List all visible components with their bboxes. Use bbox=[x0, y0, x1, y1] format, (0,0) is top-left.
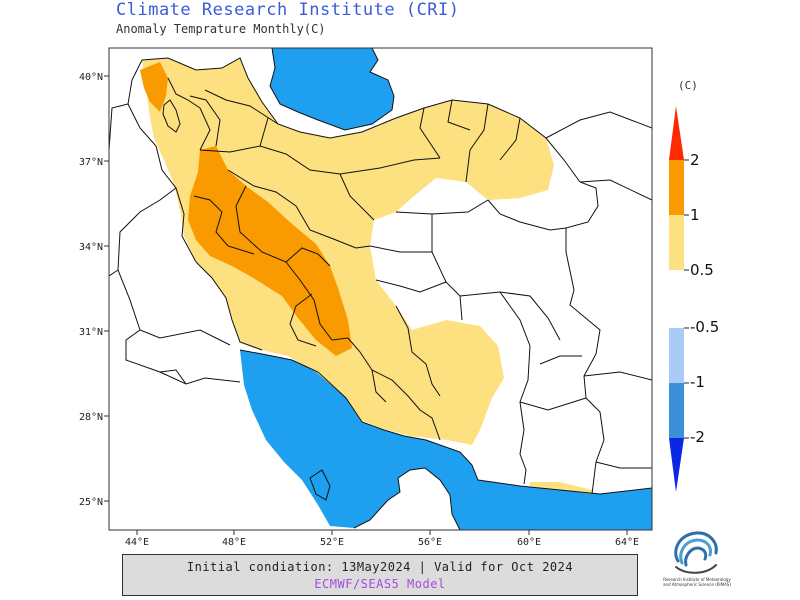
logo-caption: Research Institute of Meteorology and At… bbox=[663, 577, 731, 587]
legend-label-m05: -0.5 bbox=[690, 318, 720, 336]
lat-labels: 40°N 37°N 34°N 31°N 28°N 25°N bbox=[79, 72, 103, 508]
legend-label-2: 2 bbox=[690, 151, 700, 169]
anomaly-zone-1-2-nw bbox=[140, 62, 168, 112]
lon-label-48: 48°E bbox=[222, 537, 246, 548]
coastlines bbox=[162, 48, 652, 530]
lon-label-52: 52°E bbox=[320, 537, 344, 548]
legend-swatch-m1-m2 bbox=[669, 383, 684, 438]
legend-warm bbox=[669, 106, 689, 271]
map-subtitle: Anomaly Temprature Monthly(C) bbox=[116, 22, 326, 36]
lat-label-34: 34°N bbox=[79, 242, 103, 253]
anomaly-zone-05-1-se bbox=[530, 482, 592, 494]
persian-gulf bbox=[240, 350, 652, 530]
lat-ticks bbox=[104, 75, 109, 502]
lat-label-31: 31°N bbox=[79, 327, 103, 338]
model-text: ECMWF/SEAS5 Model bbox=[314, 577, 446, 591]
legend-unit: (C) bbox=[678, 79, 698, 92]
legend-cold bbox=[669, 327, 689, 492]
legend-label-m2: -2 bbox=[690, 428, 705, 446]
lon-label-56: 56°E bbox=[418, 537, 442, 548]
legend-label-05: 0.5 bbox=[690, 261, 714, 279]
legend-swatch-above-2 bbox=[669, 106, 684, 160]
caspian-sea bbox=[270, 48, 394, 130]
map-title: Climate Research Institute (CRI) bbox=[116, 0, 460, 20]
legend-label-1: 1 bbox=[690, 206, 700, 224]
lon-ticks bbox=[136, 530, 628, 535]
map-frame bbox=[108, 47, 653, 531]
lat-label-40: 40°N bbox=[79, 72, 103, 83]
lon-labels: 44°E 48°E 52°E 56°E 60°E 64°E bbox=[125, 537, 639, 548]
anomaly-zone-05-1 bbox=[142, 58, 554, 445]
lon-label-44: 44°E bbox=[125, 537, 149, 548]
legend-swatch-m05-m1 bbox=[669, 328, 684, 383]
legend-swatch-1-2 bbox=[669, 160, 684, 215]
lon-label-64: 64°E bbox=[615, 537, 639, 548]
lat-label-28: 28°N bbox=[79, 412, 103, 423]
valid-date-text: Initial condiation: 13May2024 | Valid fo… bbox=[186, 560, 574, 574]
borders bbox=[109, 57, 652, 495]
lon-label-60: 60°E bbox=[517, 537, 541, 548]
legend-label-m1: -1 bbox=[690, 373, 705, 391]
anomaly-zone-1-2-zagros bbox=[188, 146, 352, 356]
info-box: Initial condiation: 13May2024 | Valid fo… bbox=[122, 554, 638, 596]
legend-swatch-05-1 bbox=[669, 215, 684, 270]
institute-logo-icon bbox=[674, 531, 718, 574]
lat-label-25: 25°N bbox=[79, 497, 103, 508]
legend-swatch-below-m2 bbox=[669, 438, 684, 492]
lat-label-37: 37°N bbox=[79, 157, 103, 168]
